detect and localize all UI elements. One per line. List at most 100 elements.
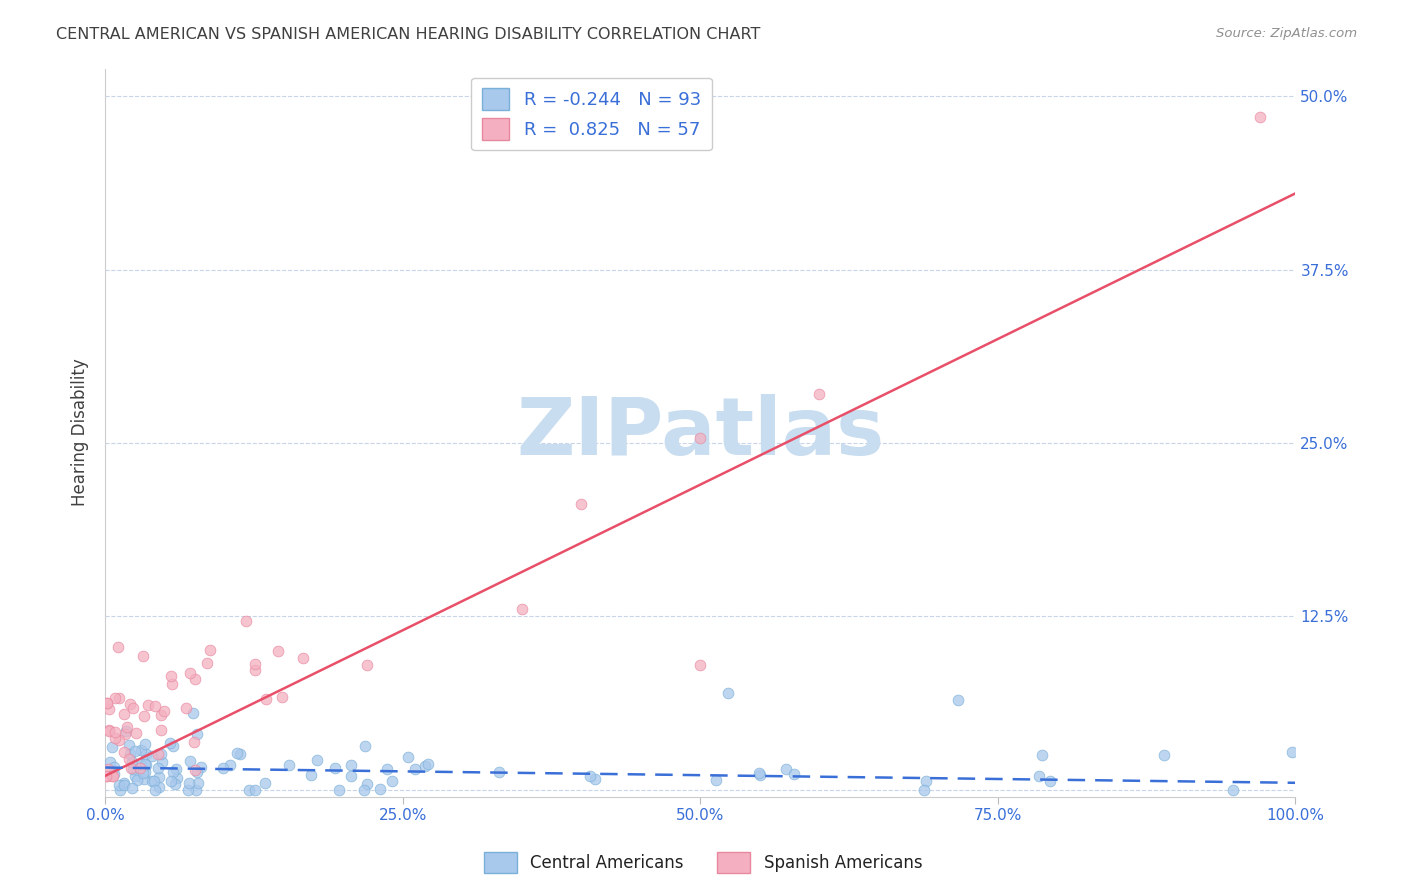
Point <box>122 701 145 715</box>
Point <box>353 782 375 797</box>
Point <box>808 387 831 401</box>
Point <box>124 726 146 740</box>
Point <box>121 755 143 769</box>
Point <box>166 771 188 785</box>
Point <box>136 698 159 713</box>
Point <box>226 746 249 760</box>
Point <box>356 777 378 791</box>
Point <box>245 782 267 797</box>
Point <box>104 691 127 706</box>
Point <box>120 697 142 711</box>
Legend: R = -0.244   N = 93, R =  0.825   N = 57: R = -0.244 N = 93, R = 0.825 N = 57 <box>471 78 711 151</box>
Point <box>120 761 142 775</box>
Point <box>183 672 205 686</box>
Point <box>179 754 201 768</box>
Point <box>187 776 209 790</box>
Point <box>277 758 299 772</box>
Point <box>98 723 121 737</box>
Point <box>396 750 419 764</box>
Point <box>153 704 176 718</box>
Point <box>243 663 266 677</box>
Point <box>97 724 120 739</box>
Point <box>186 727 208 741</box>
Point <box>114 723 136 738</box>
Point <box>134 772 156 786</box>
Point <box>117 720 139 734</box>
Point <box>579 769 602 783</box>
Point <box>1249 110 1271 124</box>
Point <box>134 738 156 752</box>
Point <box>689 431 711 445</box>
Point <box>190 760 212 774</box>
Point <box>112 776 135 790</box>
Point <box>305 753 328 767</box>
Point <box>96 769 118 783</box>
Point <box>377 762 399 776</box>
Point <box>108 778 131 792</box>
Point <box>118 738 141 752</box>
Point <box>101 739 124 754</box>
Point <box>211 761 233 775</box>
Point <box>132 708 155 723</box>
Point <box>1281 745 1303 759</box>
Point <box>108 782 131 797</box>
Point <box>141 774 163 789</box>
Point <box>107 640 129 654</box>
Point <box>1039 773 1062 788</box>
Point <box>381 773 404 788</box>
Point <box>413 759 436 773</box>
Point <box>689 657 711 672</box>
Point <box>162 739 184 753</box>
Point <box>135 757 157 772</box>
Point <box>97 701 120 715</box>
Point <box>150 723 173 737</box>
Point <box>160 774 183 789</box>
Point <box>142 773 165 788</box>
Point <box>101 769 124 783</box>
Point <box>292 650 315 665</box>
Point <box>299 768 322 782</box>
Point <box>152 755 174 769</box>
Point <box>146 761 169 775</box>
Point <box>174 701 197 715</box>
Point <box>267 644 290 658</box>
Point <box>122 762 145 776</box>
Point <box>121 780 143 795</box>
Point <box>328 782 350 797</box>
Point <box>141 748 163 763</box>
Point <box>195 656 218 670</box>
Point <box>132 765 155 780</box>
Point <box>129 761 152 775</box>
Point <box>323 761 346 775</box>
Point <box>183 735 205 749</box>
Point <box>149 708 172 723</box>
Point <box>103 767 125 781</box>
Point <box>146 747 169 761</box>
Point <box>129 757 152 772</box>
Point <box>108 691 131 706</box>
Point <box>704 772 727 787</box>
Point <box>1153 747 1175 762</box>
Point <box>97 762 120 776</box>
Point <box>159 669 181 683</box>
Point <box>488 765 510 780</box>
Point <box>159 735 181 749</box>
Point <box>127 773 149 788</box>
Point <box>229 747 252 761</box>
Point <box>915 773 938 788</box>
Point <box>238 782 260 797</box>
Legend: Central Americans, Spanish Americans: Central Americans, Spanish Americans <box>477 846 929 880</box>
Point <box>98 755 121 769</box>
Point <box>1031 747 1053 762</box>
Text: Source: ZipAtlas.com: Source: ZipAtlas.com <box>1216 27 1357 40</box>
Point <box>254 691 277 706</box>
Point <box>404 762 426 776</box>
Point <box>143 782 166 797</box>
Point <box>569 497 592 511</box>
Text: CENTRAL AMERICAN VS SPANISH AMERICAN HEARING DISABILITY CORRELATION CHART: CENTRAL AMERICAN VS SPANISH AMERICAN HEA… <box>56 27 761 42</box>
Point <box>104 725 127 739</box>
Text: ZIPatlas: ZIPatlas <box>516 393 884 472</box>
Point <box>114 706 136 721</box>
Point <box>124 769 146 783</box>
Point <box>354 739 377 754</box>
